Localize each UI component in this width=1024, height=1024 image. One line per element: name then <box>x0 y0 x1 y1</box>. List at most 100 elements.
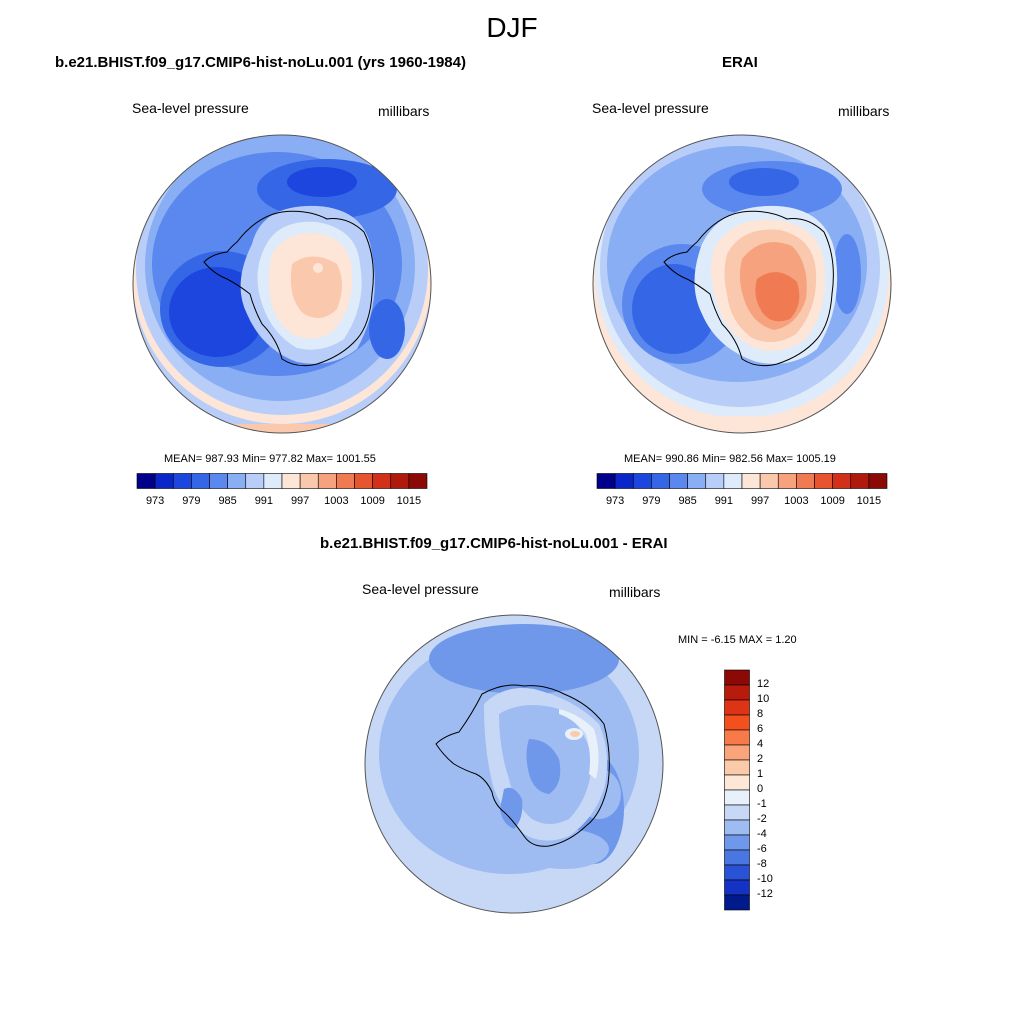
colorbar-swatch <box>154 473 174 489</box>
colorbar-swatch <box>777 473 797 489</box>
colorbar-tick-label: -6 <box>757 843 767 855</box>
colorbar-tick-label: 8 <box>757 708 764 720</box>
colorbar-swatch <box>724 864 750 881</box>
colorbar-swatch <box>705 473 725 489</box>
colorbar-swatch <box>724 759 750 776</box>
colorbar-swatch <box>614 473 634 489</box>
colorbar-tick-label: -2 <box>757 813 767 825</box>
colorbar-swatch <box>814 473 833 489</box>
colorbar-swatch <box>759 473 779 489</box>
colorbar-swatch <box>354 473 373 489</box>
colorbar-swatch <box>372 473 392 489</box>
colorbar-tick-label: 973 <box>145 495 165 507</box>
colorbar-swatch <box>724 789 750 806</box>
model-variable-label: Sea-level pressure <box>132 100 249 116</box>
diff-panel-title: b.e21.BHIST.f09_g17.CMIP6-hist-noLu.001 … <box>320 535 668 552</box>
colorbar-tick-label: 4 <box>757 738 764 750</box>
colorbar-swatch <box>724 729 750 746</box>
colorbar-tick-label: 12 <box>757 678 770 690</box>
obs-panel-title: ERAI <box>722 54 758 71</box>
diff-polar-map <box>364 614 664 914</box>
obs-colorbar <box>596 473 888 489</box>
colorbar-swatch <box>724 804 750 821</box>
colorbar-tick-label: -8 <box>757 858 767 870</box>
colorbar-swatch <box>596 473 616 489</box>
colorbar-tick-label: 1015 <box>856 495 882 507</box>
colorbar-swatch <box>390 473 410 489</box>
colorbar-swatch <box>724 684 750 701</box>
colorbar-tick-label: 991 <box>254 495 274 507</box>
colorbar-tick-label: -12 <box>757 888 773 900</box>
obs-coastline <box>663 210 834 367</box>
colorbar-tick-label: -10 <box>757 873 773 885</box>
colorbar-tick-label: 997 <box>750 495 770 507</box>
diff-stats: MIN = -6.15 MAX = 1.20 <box>678 634 797 646</box>
colorbar-swatch <box>724 714 750 731</box>
colorbar-swatch <box>724 669 750 686</box>
colorbar-swatch <box>191 473 210 489</box>
colorbar-tick-label: 1003 <box>324 495 349 507</box>
obs-polar-map <box>592 134 892 434</box>
diff-variable-label: Sea-level pressure <box>362 581 479 597</box>
diff-coastline <box>435 684 610 847</box>
colorbar-swatch <box>263 473 283 489</box>
colorbar-swatch <box>336 473 355 489</box>
colorbar-swatch <box>669 473 688 489</box>
figure-title: DJF <box>486 12 538 43</box>
colorbar-tick-label: -1 <box>757 798 767 810</box>
obs-stats: MEAN= 990.86 Min= 982.56 Max= 1005.19 <box>624 453 836 465</box>
colorbar-tick-label: 985 <box>218 495 237 507</box>
colorbar-swatch <box>299 473 319 489</box>
colorbar-tick-label: 1003 <box>784 495 809 507</box>
obs-units-label: millibars <box>838 103 890 119</box>
colorbar-swatch <box>317 473 337 489</box>
obs-variable-label: Sea-level pressure <box>592 100 709 116</box>
colorbar-tick-label: 973 <box>605 495 625 507</box>
colorbar-swatch <box>651 473 670 489</box>
colorbar-tick-label: 1 <box>757 768 764 780</box>
colorbar-tick-label: 991 <box>714 495 734 507</box>
colorbar-tick-label: 0 <box>757 783 764 795</box>
colorbar-tick-label: 1015 <box>396 495 422 507</box>
colorbar-swatch <box>723 473 743 489</box>
colorbar-swatch <box>724 849 750 866</box>
colorbar-swatch <box>724 819 750 836</box>
colorbar-swatch <box>724 744 750 761</box>
colorbar-tick-label: -4 <box>757 828 767 840</box>
diff-units-label: millibars <box>609 584 661 600</box>
model-panel-title: b.e21.BHIST.f09_g17.CMIP6-hist-noLu.001 … <box>55 54 466 71</box>
colorbar-swatch <box>245 473 265 489</box>
colorbar-tick-label: 979 <box>182 495 201 507</box>
colorbar-swatch <box>724 834 750 851</box>
colorbar-swatch <box>172 473 192 489</box>
colorbar-tick-label: 1009 <box>360 495 385 507</box>
colorbar-tick-label: 979 <box>642 495 661 507</box>
colorbar-swatch <box>724 894 750 911</box>
colorbar-swatch <box>724 879 750 896</box>
colorbar-swatch <box>868 473 888 489</box>
model-units-label: millibars <box>378 103 430 119</box>
model-stats: MEAN= 987.93 Min= 977.82 Max= 1001.55 <box>164 453 376 465</box>
model-colorbar <box>136 473 428 489</box>
colorbar-swatch <box>136 473 156 489</box>
diff-colorbar <box>724 669 750 911</box>
colorbar-swatch <box>687 473 707 489</box>
colorbar-swatch <box>408 473 428 489</box>
colorbar-swatch <box>796 473 815 489</box>
colorbar-tick-label: 1009 <box>820 495 845 507</box>
colorbar-swatch <box>227 473 247 489</box>
colorbar-tick-label: 6 <box>757 723 764 735</box>
colorbar-tick-label: 2 <box>757 753 764 765</box>
colorbar-swatch <box>850 473 870 489</box>
colorbar-swatch <box>281 473 301 489</box>
colorbar-tick-label: 985 <box>678 495 697 507</box>
colorbar-swatch <box>209 473 228 489</box>
colorbar-swatch <box>832 473 852 489</box>
colorbar-swatch <box>632 473 652 489</box>
colorbar-tick-label: 10 <box>757 693 770 705</box>
colorbar-swatch <box>724 699 750 716</box>
colorbar-swatch <box>741 473 761 489</box>
model-coastline <box>203 210 374 367</box>
model-polar-map <box>132 134 432 434</box>
colorbar-tick-label: 997 <box>290 495 310 507</box>
